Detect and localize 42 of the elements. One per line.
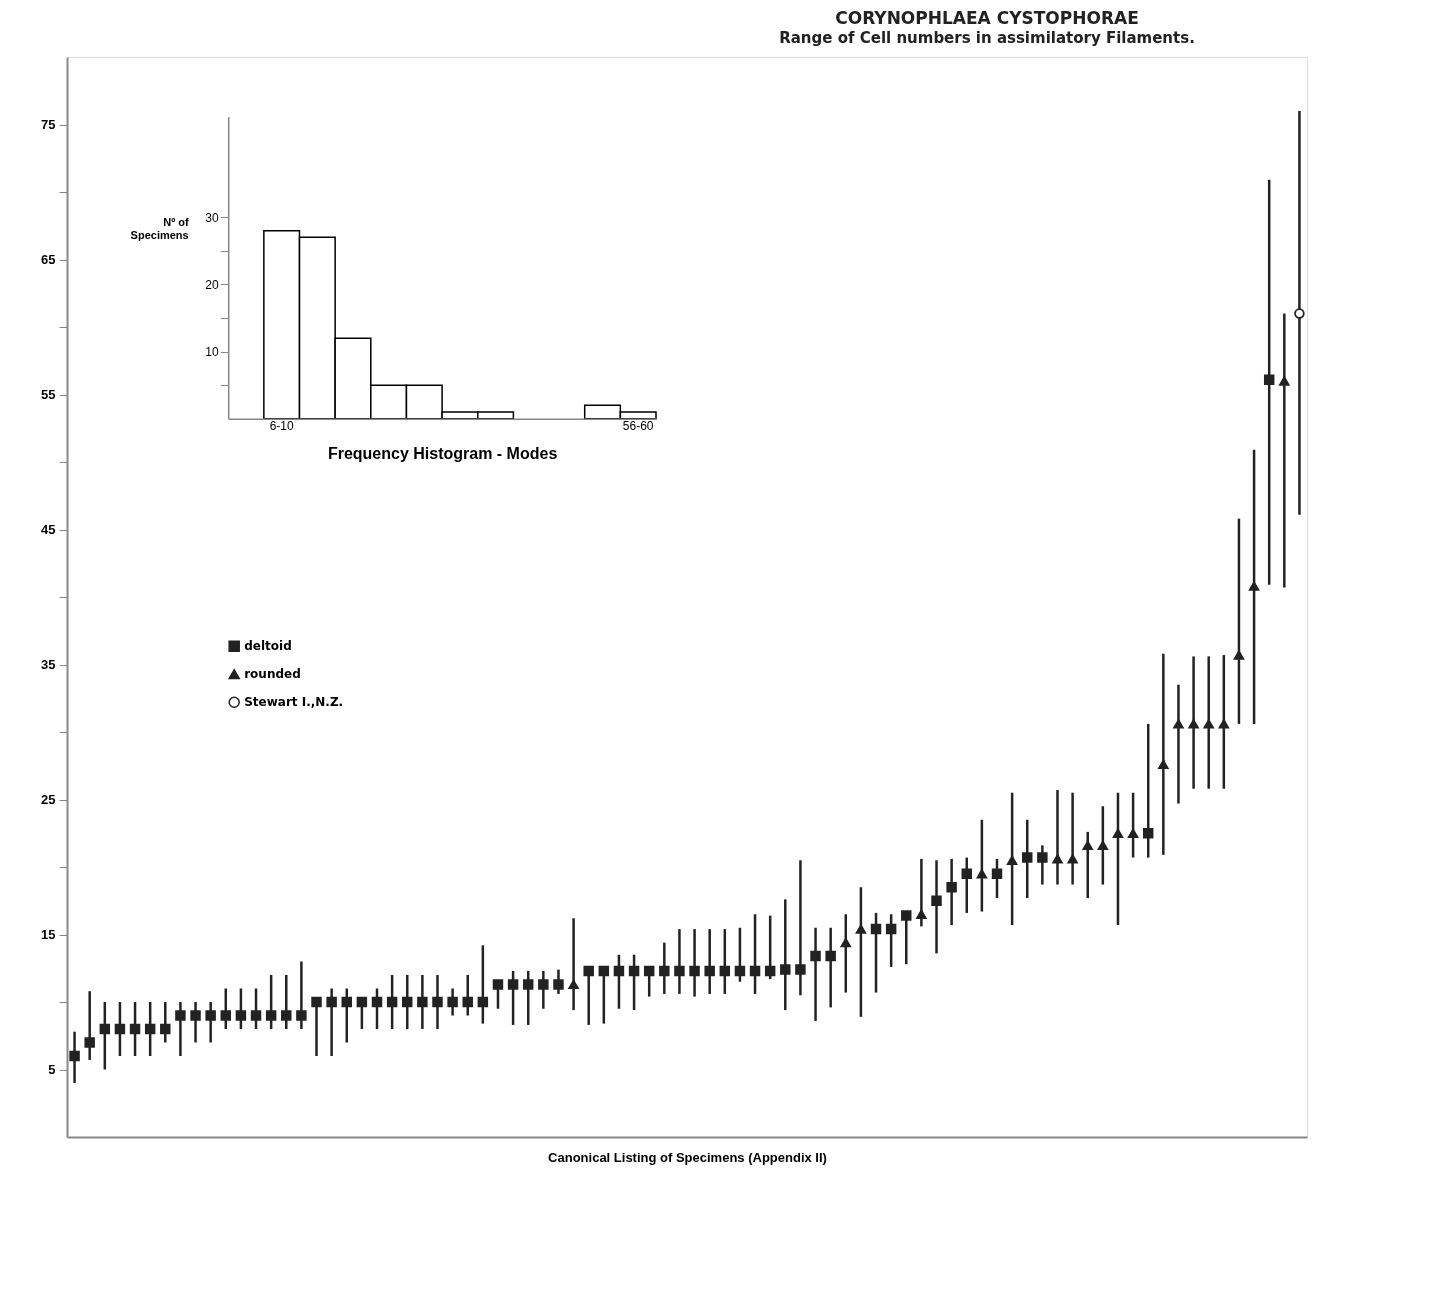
- point: [1248, 581, 1260, 591]
- y-axis-title: Nº of Specimens: [130, 215, 190, 241]
- y-tick-label: 45: [41, 522, 56, 537]
- point: [1294, 308, 1305, 319]
- point: [1127, 828, 1139, 838]
- point: [1158, 759, 1169, 770]
- y-tick-label: 30: [205, 210, 220, 225]
- chart-subtitle: Range of Cell numbers in assimilatory Filaments.: [779, 29, 1195, 47]
- point: [1006, 855, 1018, 865]
- legend-label: deltoid: [244, 639, 292, 654]
- point: [1112, 828, 1124, 838]
- point: [1218, 719, 1230, 729]
- y-tick-label: 75: [41, 117, 56, 132]
- point: [1233, 650, 1245, 660]
- y-tick-label: 55: [41, 387, 56, 402]
- x-axis-title: Canonical Listing of Specimens (Appendix II): [548, 1149, 827, 1165]
- point: [1067, 854, 1078, 864]
- y-tick-label: 65: [41, 252, 56, 267]
- x-tick-label: 6-10: [269, 419, 294, 434]
- point: [1173, 719, 1184, 729]
- y-tick-label: 10: [205, 345, 220, 360]
- y-tick-label: 35: [41, 657, 56, 672]
- y-tick-label: 20: [205, 277, 220, 292]
- point: [976, 869, 988, 879]
- point: [1052, 854, 1063, 864]
- y-tick-label: 15: [41, 927, 56, 942]
- legend-label: Stewart I.,N.Z.: [244, 695, 344, 710]
- point: [1097, 840, 1109, 851]
- point: [568, 979, 579, 990]
- point: [840, 937, 852, 948]
- point: [1188, 719, 1199, 729]
- point: [1203, 719, 1214, 729]
- point: [916, 909, 927, 919]
- legend-label: rounded: [244, 667, 301, 682]
- point: [1082, 840, 1093, 851]
- x-axis-title: Frequency Histogram - Modes: [327, 445, 558, 463]
- point: [855, 924, 867, 934]
- chart-title: CORYNOPHLAEA CYSTOPHORAE: [835, 8, 1139, 28]
- x-tick-label: 56-60: [622, 419, 654, 434]
- y-tick-label: 5: [48, 1062, 56, 1077]
- y-tick-label: 25: [41, 792, 56, 807]
- point: [1279, 376, 1290, 386]
